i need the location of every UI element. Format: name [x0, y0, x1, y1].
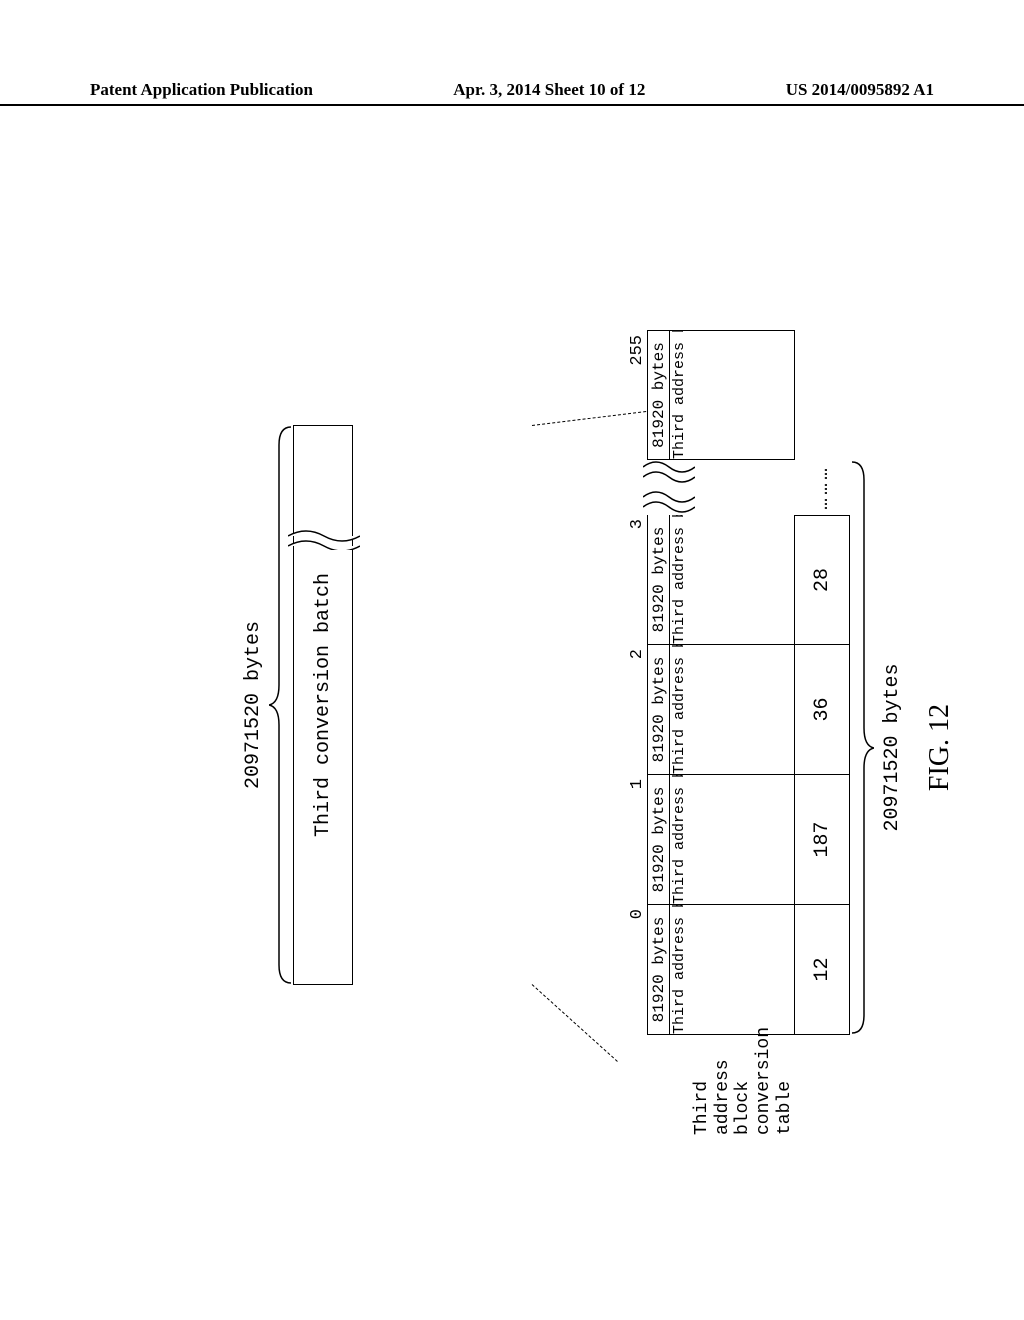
block-index: 255 — [628, 335, 647, 366]
conversion-values-row: 12 187 36 28 ……… — [795, 275, 850, 1035]
address-block-0: 0 81920 bytes Third address block — [647, 905, 795, 1035]
block-name: Third address block — [670, 905, 692, 1034]
value-cell-1: 187 — [795, 775, 850, 905]
value-cell-0: 12 — [795, 905, 850, 1035]
block-index: 0 — [628, 909, 647, 919]
address-block-255: 255 81920 bytes Third address block — [647, 330, 795, 460]
address-block-3: 3 81920 bytes Third address block — [647, 515, 795, 645]
block-bytes: 81920 bytes — [648, 515, 670, 644]
figure-number-label: FIG. 12 — [924, 460, 956, 1035]
value-cell-2: 36 — [795, 645, 850, 775]
value-cell-3: 28 — [795, 515, 850, 645]
break-mark-icon — [288, 526, 360, 550]
left-table-label: Third address block conversion table — [647, 1035, 795, 1135]
bottom-brace-icon — [850, 460, 874, 1035]
break-mark-icon: convex — [643, 460, 695, 515]
conversion-batch-box: Third conversion batch — [293, 425, 353, 985]
block-bytes: 81920 bytes — [648, 775, 670, 904]
ellipsis-gap: convex — [647, 460, 795, 515]
top-brace — [269, 425, 293, 985]
block-bytes: 81920 bytes — [648, 905, 670, 1034]
block-name: Third address block — [670, 775, 692, 904]
block-name: Third address block — [670, 331, 692, 459]
header-left: Patent Application Publication — [90, 80, 313, 100]
value-ellipsis: ……… — [795, 460, 850, 515]
address-block-2: 2 81920 bytes Third address block — [647, 645, 795, 775]
block-bytes: 81920 bytes — [648, 645, 670, 774]
block-index: 3 — [628, 519, 647, 529]
projection-line-left — [532, 984, 618, 1062]
address-blocks-row: Third address block conversion table 0 8… — [647, 275, 795, 1135]
block-index: 1 — [628, 779, 647, 789]
figure-12: 20971520 bytes Third conversion batch Th… — [242, 275, 782, 1135]
page-header: Patent Application Publication Apr. 3, 2… — [0, 80, 1024, 106]
header-center: Apr. 3, 2014 Sheet 10 of 12 — [453, 80, 645, 100]
address-block-1: 1 81920 bytes Third address block — [647, 775, 795, 905]
block-index: 2 — [628, 649, 647, 659]
block-name: Third address block — [670, 645, 692, 774]
header-right: US 2014/0095892 A1 — [786, 80, 934, 100]
batch-label: Third conversion batch — [312, 573, 335, 837]
block-bytes: 81920 bytes — [648, 331, 670, 459]
blocks-diagram: Third address block conversion table 0 8… — [647, 275, 956, 1135]
block-name: Third address block — [670, 515, 692, 644]
projection-line-right — [532, 411, 646, 426]
top-bytes-label: 20971520 bytes — [242, 275, 265, 1135]
bottom-brace-group: 20971520 bytes — [850, 460, 904, 1035]
bottom-bytes-label: 20971520 bytes — [881, 460, 904, 1035]
